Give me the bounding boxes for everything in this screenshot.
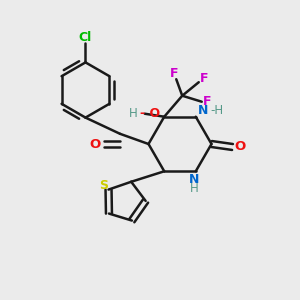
Text: F: F bbox=[169, 67, 178, 80]
Text: F: F bbox=[203, 95, 212, 108]
Text: F: F bbox=[200, 72, 208, 85]
Text: H: H bbox=[190, 182, 199, 195]
Text: -H: -H bbox=[210, 103, 223, 117]
Text: - O: - O bbox=[140, 107, 160, 120]
Text: N: N bbox=[189, 173, 200, 186]
Text: S: S bbox=[99, 179, 108, 193]
Text: Cl: Cl bbox=[79, 31, 92, 44]
Text: H: H bbox=[128, 107, 137, 120]
Text: O: O bbox=[235, 140, 246, 154]
Text: O: O bbox=[90, 138, 101, 151]
Text: N: N bbox=[198, 103, 208, 117]
